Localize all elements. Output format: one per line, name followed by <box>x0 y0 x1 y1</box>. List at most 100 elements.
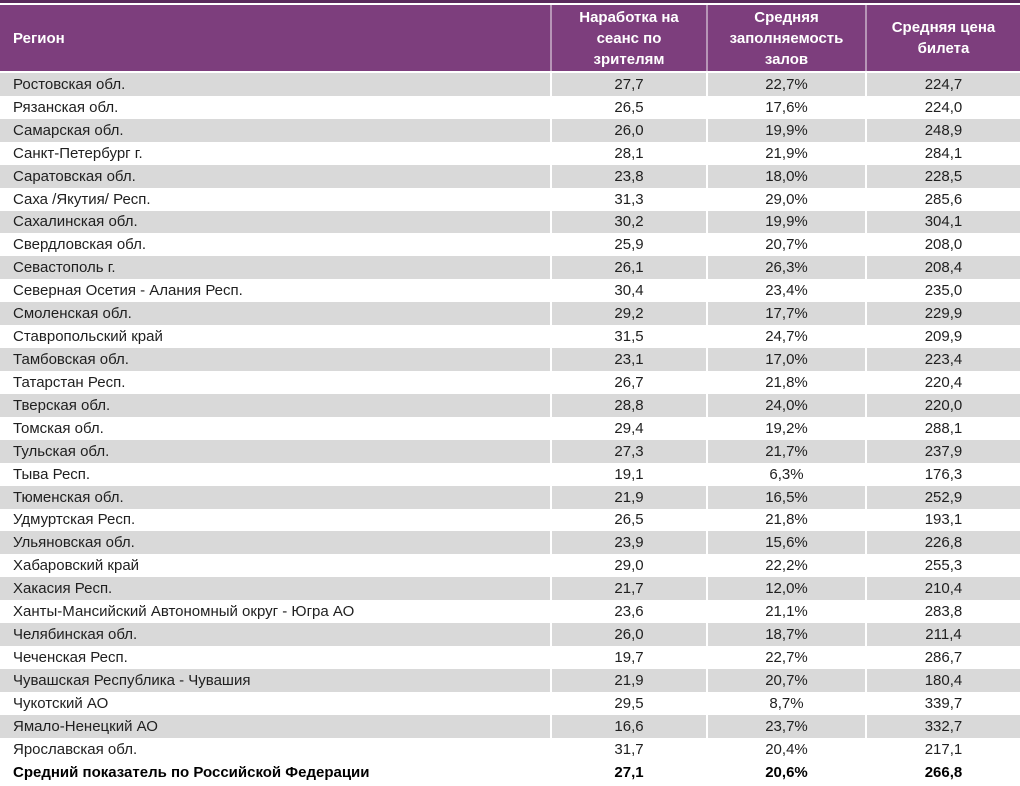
value-cell: 19,9% <box>708 210 867 234</box>
value-cell: 235,0 <box>924 282 963 300</box>
table-row: Ростовская обл. 27,7 22,7% 224,7 <box>0 73 1020 96</box>
value-cell: 208,4 <box>924 259 963 277</box>
value-cell: 26,5 <box>552 508 708 532</box>
table-row: Ярославская обл. 31,7 20,4% 217,1 <box>0 737 1020 761</box>
value-cell: 224,7 <box>924 75 963 93</box>
table-row: Севастополь г. 26,1 26,3% 208,4 <box>0 256 1020 280</box>
value-cell: 24,7% <box>708 325 867 349</box>
table-row: Тыва Респ. 19,1 6,3% 176,3 <box>0 462 1020 486</box>
value-cell: 21,8% <box>708 508 867 532</box>
table-row: Тюменская обл. 21,9 16,5% 252,9 <box>0 485 1020 509</box>
table-row: Самарская обл. 26,0 19,9% 248,9 <box>0 118 1020 142</box>
table-row: Смоленская обл. 29,2 17,7% 229,9 <box>0 302 1020 326</box>
value-cell: 12,0% <box>708 577 867 601</box>
region-cell: Тульская обл. <box>0 439 552 463</box>
region-cell: Тверская обл. <box>0 393 552 417</box>
value-cell: 28,8 <box>552 393 708 417</box>
summary-average-ticket-price: 266,8 <box>924 763 963 781</box>
value-cell: 27,7 <box>552 73 708 96</box>
value-cell: 209,9 <box>924 328 963 346</box>
value-cell: 21,7 <box>552 577 708 601</box>
value-cell: 288,1 <box>924 419 963 437</box>
value-cell: 176,3 <box>924 465 963 483</box>
value-cell: 17,6% <box>708 95 867 119</box>
summary-viewers-per-session: 27,1 <box>552 760 708 784</box>
region-cell: Северная Осетия - Алания Респ. <box>0 279 552 303</box>
table-top-border <box>0 0 1020 3</box>
value-cell: 226,8 <box>924 534 963 552</box>
table-row: Ханты-Мансийский Автономный округ - Югра… <box>0 600 1020 624</box>
table-row: Ямало-Ненецкий АО 16,6 23,7% 332,7 <box>0 714 1020 738</box>
table-row: Челябинская обл. 26,0 18,7% 211,4 <box>0 623 1020 647</box>
value-cell: 19,1 <box>552 462 708 486</box>
value-cell: 220,4 <box>924 373 963 391</box>
header-average-ticket-price: Средняя цена билета <box>891 19 996 57</box>
value-cell: 284,1 <box>924 144 963 162</box>
region-cell: Ростовская обл. <box>0 73 552 96</box>
table-body: Ростовская обл. 27,7 22,7% 224,7 Рязанская о… <box>0 73 1020 761</box>
value-cell: 21,7% <box>708 439 867 463</box>
table-row: Санкт-Петербург г. 28,1 21,9% 284,1 <box>0 141 1020 165</box>
value-cell: 29,0% <box>708 187 867 211</box>
table-row: Ставропольский край 31,5 24,7% 209,9 <box>0 325 1020 349</box>
table-row: Хакасия Респ. 21,7 12,0% 210,4 <box>0 577 1020 601</box>
value-cell: 26,1 <box>552 256 708 280</box>
value-cell: 23,1 <box>552 348 708 371</box>
value-cell: 29,0 <box>552 554 708 578</box>
header-viewers-per-session: Наработка на сеанс по зрителям <box>552 5 708 71</box>
value-cell: 28,1 <box>552 141 708 165</box>
value-cell: 19,2% <box>708 416 867 440</box>
value-cell: 26,5 <box>552 95 708 119</box>
value-cell: 8,7% <box>708 691 867 715</box>
table-row: Свердловская обл. 25,9 20,7% 208,0 <box>0 233 1020 257</box>
summary-row: Средний показатель по Российской Федерац… <box>0 760 1020 784</box>
value-cell: 20,7% <box>708 668 867 692</box>
value-cell: 21,9% <box>708 141 867 165</box>
region-cell: Тыва Респ. <box>0 462 552 486</box>
value-cell: 255,3 <box>924 557 963 575</box>
region-cell: Саха /Якутия/ Респ. <box>0 187 552 211</box>
value-cell: 23,9 <box>552 531 708 555</box>
value-cell: 30,2 <box>552 210 708 234</box>
region-cell: Ульяновская обл. <box>0 531 552 555</box>
region-cell: Томская обл. <box>0 416 552 440</box>
value-cell: 31,7 <box>552 737 708 761</box>
value-cell: 229,9 <box>924 305 963 323</box>
region-cell: Свердловская обл. <box>0 233 552 257</box>
value-cell: 210,4 <box>924 580 963 598</box>
table-row: Сахалинская обл. 30,2 19,9% 304,1 <box>0 210 1020 234</box>
table-row: Саха /Якутия/ Респ. 31,3 29,0% 285,6 <box>0 187 1020 211</box>
region-cell: Чувашская Республика - Чувашия <box>0 668 552 692</box>
value-cell: 31,3 <box>552 187 708 211</box>
value-cell: 21,8% <box>708 370 867 394</box>
value-cell: 16,5% <box>708 485 867 509</box>
value-cell: 6,3% <box>708 462 867 486</box>
value-cell: 15,6% <box>708 531 867 555</box>
table-row: Рязанская обл. 26,5 17,6% 224,0 <box>0 95 1020 119</box>
value-cell: 21,9 <box>552 668 708 692</box>
region-cell: Саратовская обл. <box>0 164 552 188</box>
region-cell: Самарская обл. <box>0 118 552 142</box>
value-cell: 17,7% <box>708 302 867 326</box>
value-cell: 180,4 <box>924 671 963 689</box>
value-cell: 20,7% <box>708 233 867 257</box>
table-row: Чеченская Респ. 19,7 22,7% 286,7 <box>0 646 1020 669</box>
value-cell: 21,9 <box>552 485 708 509</box>
value-cell: 19,9% <box>708 118 867 142</box>
table-row: Саратовская обл. 23,8 18,0% 228,5 <box>0 164 1020 188</box>
value-cell: 283,8 <box>924 603 963 621</box>
value-cell: 193,1 <box>924 511 963 529</box>
region-cell: Удмуртская Респ. <box>0 508 552 532</box>
value-cell: 248,9 <box>924 121 963 139</box>
region-cell: Ярославская обл. <box>0 737 552 761</box>
table-row: Тульская обл. 27,3 21,7% 237,9 <box>0 439 1020 463</box>
value-cell: 18,0% <box>708 164 867 188</box>
value-cell: 27,3 <box>552 439 708 463</box>
value-cell: 23,7% <box>708 714 867 738</box>
value-cell: 286,7 <box>924 649 963 666</box>
value-cell: 31,5 <box>552 325 708 349</box>
table-row: Тамбовская обл. 23,1 17,0% 223,4 <box>0 348 1020 371</box>
region-cell: Тамбовская обл. <box>0 348 552 371</box>
value-cell: 339,7 <box>924 694 963 712</box>
